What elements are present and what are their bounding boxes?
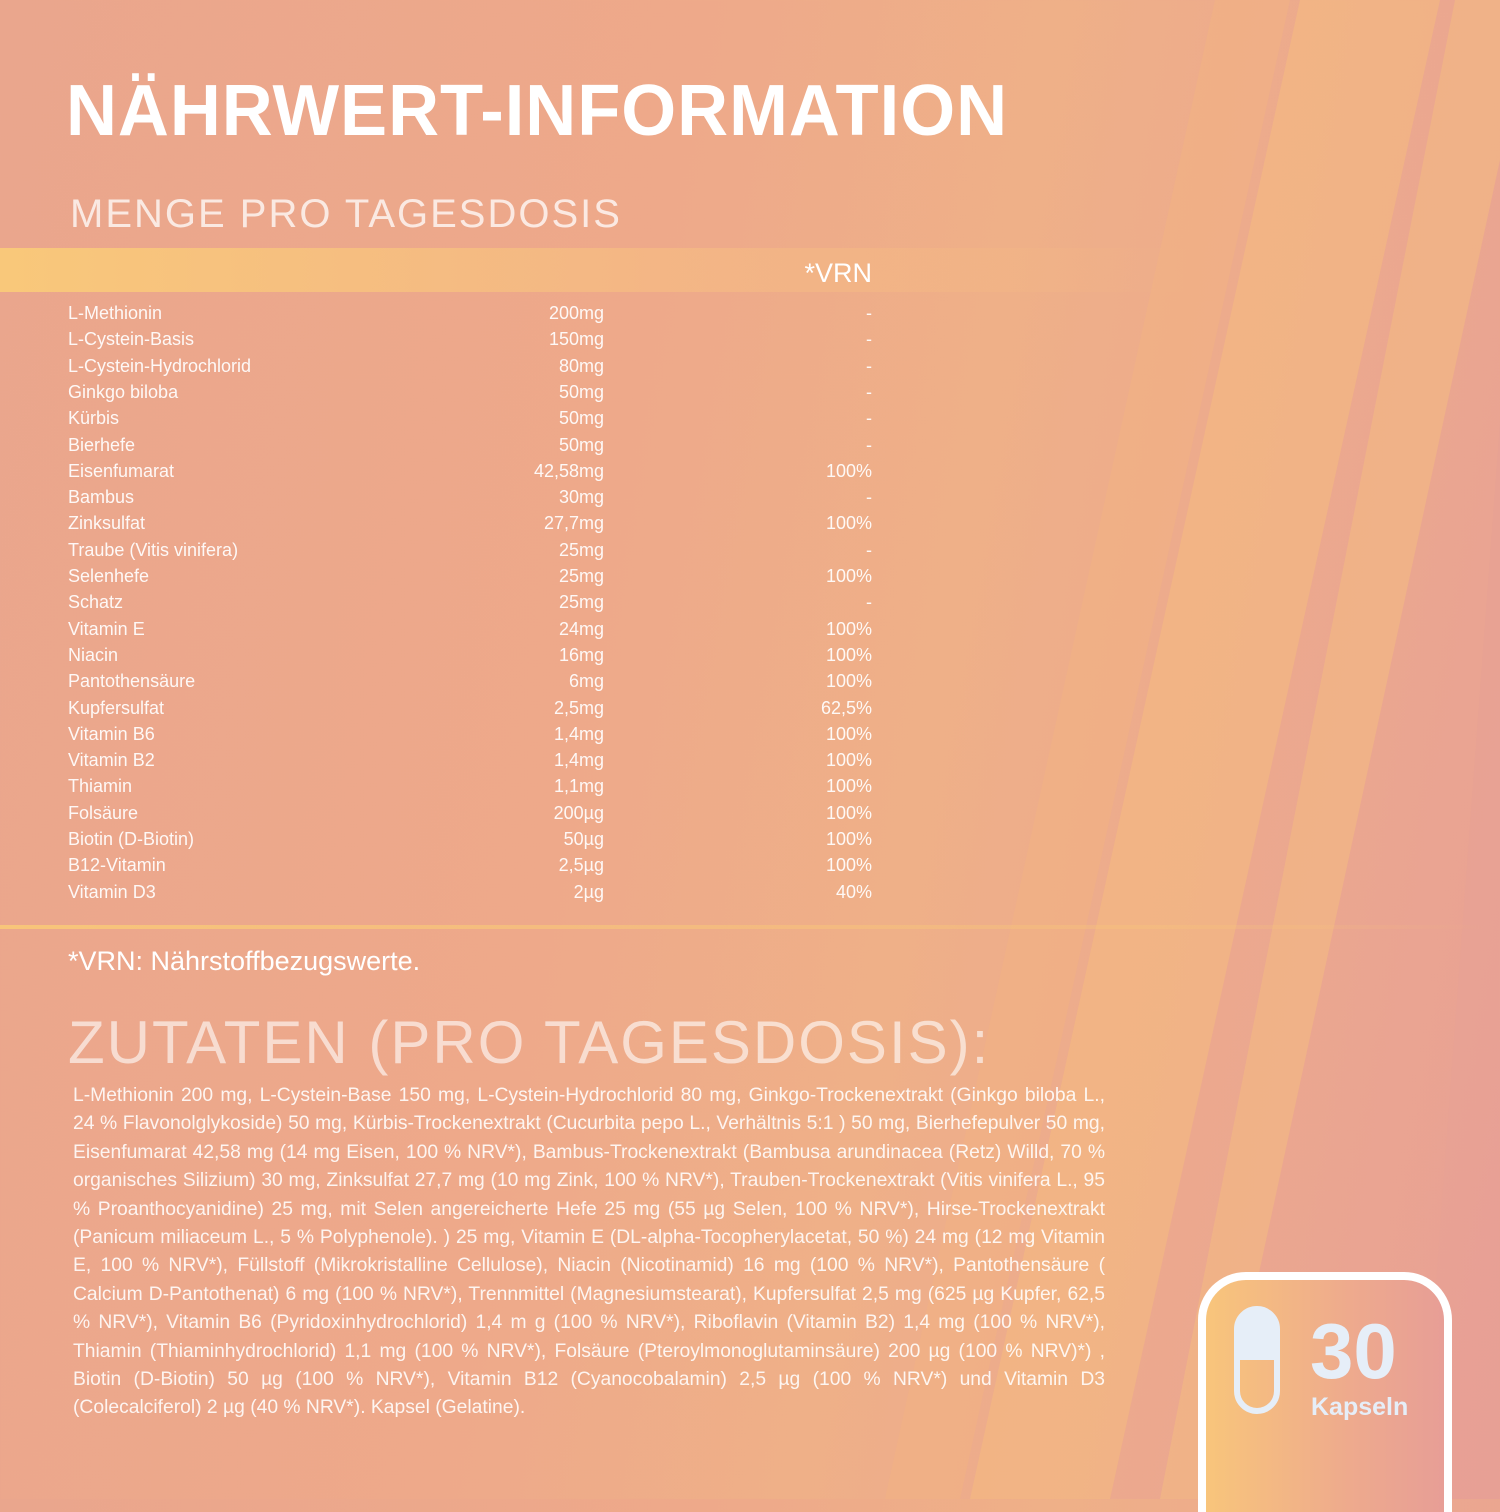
subtitle: MENGE PRO TAGESDOSIS — [70, 192, 622, 236]
nutrient-name: Vitamin D3 — [68, 881, 156, 902]
nutrient-amount: 150mg — [548, 329, 604, 350]
nutrient-name: L-Methionin — [68, 303, 163, 323]
nutrient-amount: 50µg — [563, 829, 604, 849]
divider — [0, 925, 1500, 929]
nutrient-amount: 6mg — [568, 671, 604, 692]
page-title: NÄHRWERT-INFORMATION — [66, 71, 1009, 151]
nutrient-amount: 1,4mg — [553, 750, 604, 771]
nutrient-vrn: - — [866, 329, 872, 350]
nutrient-vrn: 100% — [825, 829, 872, 849]
nutrient-vrn: 100% — [825, 750, 872, 771]
table-header-band — [0, 248, 1500, 292]
nutrient-vrn: - — [866, 539, 872, 560]
nutrient-vrn: 100% — [825, 644, 872, 665]
nutrient-name: Vitamin E — [68, 618, 145, 639]
nutrient-vrn: 100% — [825, 566, 872, 586]
nutrient-name: Pantothensäure — [68, 671, 196, 692]
nutrient-vrn: - — [866, 434, 872, 455]
nutrient-name: Niacin — [68, 644, 119, 665]
nutrient-name: Kürbis — [68, 408, 120, 429]
nutrient-vrn: 100% — [825, 671, 872, 692]
nutrient-name: B12-Vitamin — [68, 855, 166, 876]
nutrient-name: Zinksulfat — [68, 513, 146, 534]
nutrient-amount: 200mg — [548, 303, 604, 323]
nutrient-vrn: 100% — [825, 513, 872, 534]
nutrient-vrn: 100% — [825, 802, 872, 823]
nutrient-amount: 24mg — [558, 618, 604, 639]
nutrient-name: Vitamin B6 — [68, 723, 155, 744]
nutrient-amount: 42,58mg — [533, 460, 604, 481]
vrn-column-header: *VRN — [804, 258, 872, 288]
nutrient-amount: 27,7mg — [543, 513, 604, 534]
capsule-unit: Kapseln — [1311, 1393, 1409, 1421]
footnote: *VRN: Nährstoffbezugswerte. — [68, 946, 421, 976]
capsule-icon — [1234, 1306, 1280, 1414]
nutrient-name: L-Cystein-Hydrochlorid — [68, 355, 252, 376]
nutrient-vrn: - — [866, 303, 872, 323]
nutrient-amount: 80mg — [558, 355, 604, 376]
ingredients-title: ZUTATEN (PRO TAGESDOSIS): — [68, 1009, 991, 1076]
nutrient-vrn: 100% — [825, 723, 872, 744]
nutrient-name: Thiamin — [68, 776, 133, 797]
nutrient-vrn: 100% — [825, 776, 872, 797]
nutrient-vrn: - — [866, 487, 872, 508]
nutrient-name: Vitamin B2 — [68, 750, 155, 771]
nutrient-amount: 16mg — [558, 644, 604, 665]
nutrient-amount: 2,5µg — [558, 855, 604, 876]
nutrient-vrn: - — [866, 592, 872, 613]
nutrient-amount: 200µg — [553, 802, 604, 823]
nutrient-vrn: 62,5% — [820, 697, 872, 718]
nutrient-amount: 1,4mg — [553, 723, 604, 744]
nutrient-vrn: 100% — [825, 618, 872, 639]
capsule-count-badge — [1198, 1272, 1452, 1512]
nutrient-amount: 50mg — [558, 381, 604, 402]
nutrient-amount: 25mg — [558, 592, 604, 613]
nutrient-amount: 30mg — [558, 487, 604, 508]
nutrient-name: Folsäure — [68, 802, 139, 823]
nutrient-name: Traube (Vitis vinifera) — [68, 539, 239, 560]
capsule-count: 30 — [1310, 1307, 1397, 1395]
nutrient-name: Bambus — [68, 487, 135, 508]
nutrient-vrn: 40% — [835, 881, 872, 902]
nutrient-amount: 25mg — [558, 566, 604, 586]
nutrient-name: L-Cystein-Basis — [68, 329, 195, 350]
nutrient-amount: 50mg — [558, 408, 604, 429]
nutrient-amount: 50mg — [558, 434, 604, 455]
nutrient-name: Selenhefe — [68, 566, 150, 586]
nutrient-amount: 1,1mg — [553, 776, 604, 797]
nutrient-name: Eisenfumarat — [68, 460, 175, 481]
nutrient-name: Bierhefe — [68, 434, 136, 455]
nutrient-amount: 2,5mg — [553, 697, 604, 718]
nutrient-name: Biotin (D-Biotin) — [68, 829, 195, 849]
ingredients-text: L-Methionin 200 mg, L-Cystein-Base 150 m… — [73, 1085, 1105, 1419]
nutrient-name: Schatz — [68, 592, 124, 613]
nutrient-vrn: 100% — [825, 460, 872, 481]
nutrient-amount: 2µg — [573, 881, 604, 902]
nutrient-name: Kupfersulfat — [68, 697, 165, 718]
nutrient-vrn: - — [866, 408, 872, 429]
nutrient-name: Ginkgo biloba — [68, 381, 179, 402]
nutrient-vrn: 100% — [825, 855, 872, 876]
nutrient-amount: 25mg — [558, 539, 604, 560]
nutrient-vrn: - — [866, 381, 872, 402]
nutrient-vrn: - — [866, 355, 872, 376]
